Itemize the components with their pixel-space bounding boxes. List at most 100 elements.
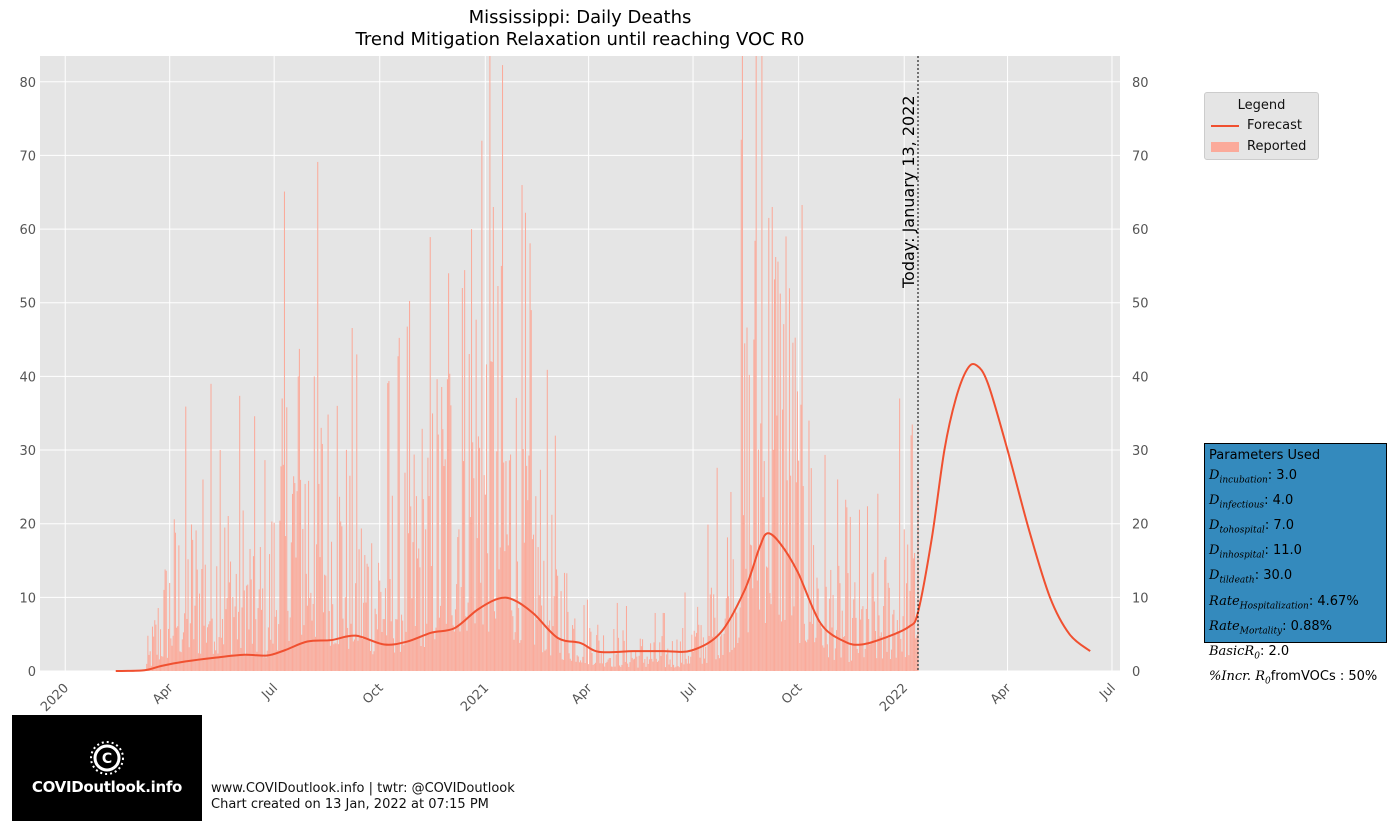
y-tick-label: 80 <box>19 76 36 91</box>
reported-bar <box>514 632 516 671</box>
reported-bar <box>762 497 764 671</box>
reported-bar <box>244 655 246 671</box>
reported-bar <box>716 467 718 671</box>
reported-bar <box>511 610 513 671</box>
reported-bar <box>184 613 186 671</box>
reported-bar <box>520 640 522 671</box>
reported-bar <box>251 643 253 671</box>
reported-bar <box>914 552 916 671</box>
reported-bar <box>721 634 723 671</box>
reported-bar <box>221 618 224 671</box>
reported-bar <box>384 588 386 671</box>
reported-bar <box>324 574 326 671</box>
reported-bar <box>373 651 375 671</box>
param-row: Dincubation: 3.0 <box>1209 466 1382 491</box>
reported-bar <box>397 356 399 671</box>
logo-text: COVIDoutlook.info <box>31 778 183 796</box>
param-sub: tildeath <box>1219 575 1255 586</box>
reported-bar <box>219 450 221 671</box>
reported-bar <box>553 596 555 671</box>
reported-bar <box>193 639 195 671</box>
reported-bar <box>878 615 880 671</box>
reported-bar <box>907 544 909 671</box>
reported-bar <box>557 575 559 671</box>
reported-bar <box>608 658 610 671</box>
reported-bar <box>865 608 867 671</box>
reported-bar <box>728 596 730 671</box>
reported-bar <box>149 651 151 671</box>
reported-bar <box>207 627 209 671</box>
reported-bar <box>281 398 283 671</box>
reported-bar <box>853 599 855 671</box>
reported-bar <box>484 494 486 671</box>
chart-subtitle: Trend Mitigation Relaxation until reachi… <box>355 29 805 50</box>
reported-bar <box>460 587 462 671</box>
reported-bar <box>624 661 626 671</box>
reported-bar <box>247 584 249 671</box>
reported-bar <box>885 556 887 671</box>
reported-bar <box>638 655 640 671</box>
reported-bar <box>821 628 823 671</box>
reported-bar <box>780 621 782 671</box>
reported-bar <box>226 597 228 671</box>
reported-bar <box>280 466 282 671</box>
reported-bar <box>702 637 704 671</box>
param-value: : 11.0 <box>1264 543 1302 559</box>
reported-bar <box>156 654 158 671</box>
reported-bar <box>915 638 917 671</box>
reported-bar <box>421 428 423 671</box>
reported-bar <box>327 414 329 671</box>
reported-bar <box>349 475 351 671</box>
reported-bar <box>370 650 372 671</box>
reported-bar <box>413 454 415 671</box>
reported-bar <box>824 454 826 671</box>
reported-bar <box>296 491 298 671</box>
chart-title: Mississippi: Daily Deaths <box>468 7 692 28</box>
reported-bar <box>218 637 220 671</box>
reported-bar <box>710 587 712 671</box>
reported-bar <box>321 443 323 671</box>
reported-bar <box>521 185 523 671</box>
reported-bar <box>690 656 692 671</box>
reported-bar <box>565 639 567 671</box>
param-name: %Incr. R <box>1209 669 1265 685</box>
reported-bar <box>488 631 490 671</box>
reported-bar <box>212 653 214 671</box>
reported-bar <box>309 597 311 671</box>
reported-bar <box>661 636 663 671</box>
reported-bar <box>157 608 159 671</box>
reported-bar <box>355 583 357 671</box>
reported-bar <box>689 663 691 671</box>
reported-bar <box>660 655 662 671</box>
reported-bar <box>272 643 274 671</box>
reported-bar <box>776 415 778 671</box>
reported-bar <box>289 617 291 671</box>
reported-bar <box>301 634 303 671</box>
reported-bar <box>600 653 602 671</box>
y-tick-label: 0 <box>28 665 36 680</box>
reported-bar <box>518 608 520 671</box>
reported-bar <box>722 654 724 671</box>
reported-bar <box>819 622 821 671</box>
reported-bar <box>459 631 461 671</box>
reported-bar <box>829 598 831 671</box>
reported-bar <box>522 449 524 671</box>
reported-bar <box>844 636 846 671</box>
reported-bar <box>404 472 406 671</box>
param-row: Dtildeath: 30.0 <box>1209 566 1382 591</box>
reported-bar <box>634 658 636 671</box>
reported-bar <box>333 644 335 671</box>
reported-bar <box>260 609 263 671</box>
reported-bar <box>892 614 894 671</box>
reported-bar <box>472 442 474 671</box>
reported-bar <box>172 635 174 671</box>
reported-bar <box>203 625 205 671</box>
reported-bar <box>479 447 481 671</box>
reported-bar <box>490 361 492 671</box>
reported-bar <box>519 642 521 671</box>
reported-bar <box>609 658 611 671</box>
reported-bar <box>286 407 288 671</box>
reported-bar <box>902 616 904 671</box>
reported-bar <box>572 625 574 671</box>
x-tick-label: Oct <box>360 681 387 708</box>
